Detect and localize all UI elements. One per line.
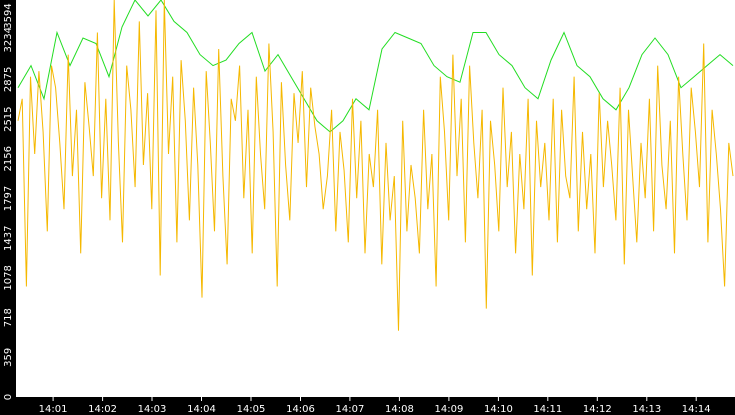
y-axis-bar: [0, 0, 16, 415]
x-tick-label: 14:04: [187, 404, 216, 415]
y-tick-label: 0: [3, 394, 14, 400]
x-axis-ticks: 14:01 14:02 14:03 14:04 14:05 14:06 14:07 14:08…: [39, 397, 711, 415]
x-tick-label: 14:11: [533, 404, 562, 415]
x-tick-label: 14:03: [138, 404, 167, 415]
x-tick-label: 14:12: [583, 404, 612, 415]
y-tick-label: 1078: [3, 265, 14, 290]
x-tick-label: 14:09: [434, 404, 463, 415]
y-tick-label: 718: [3, 308, 14, 327]
x-tick-label: 14:05: [237, 404, 266, 415]
x-tick-label: 14:10: [484, 404, 513, 415]
x-tick-label: 14:13: [632, 404, 661, 415]
series-line-main: [17, 0, 734, 331]
y-tick-label: 2875: [3, 67, 14, 92]
y-tick-label: 3234: [3, 27, 14, 52]
x-tick-label: 14:06: [286, 404, 315, 415]
x-axis-bar: [0, 397, 735, 415]
plot-series: [17, 0, 734, 331]
x-tick-label: 14:14: [682, 404, 711, 415]
y-tick-label: 1437: [3, 226, 14, 251]
y-tick-label: 3594: [3, 3, 14, 28]
x-tick-label: 14:01: [39, 404, 68, 415]
x-tick-label: 14:08: [385, 404, 414, 415]
y-tick-label: 2515: [3, 106, 14, 131]
series-line-max: [17, 0, 734, 133]
x-tick-label: 14:07: [335, 404, 364, 415]
y-tick-label: 1797: [3, 186, 14, 211]
y-tick-label: 2156: [3, 146, 14, 171]
y-tick-label: 359: [3, 348, 14, 367]
x-tick-label: 14:02: [88, 404, 117, 415]
